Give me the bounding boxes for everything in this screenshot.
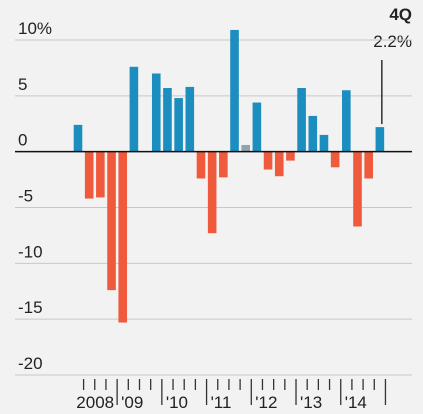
x-year-label: '10	[166, 393, 188, 412]
x-year-label: '09	[121, 393, 143, 412]
bar	[353, 151, 362, 227]
bar	[84, 151, 94, 199]
bar	[230, 29, 239, 152]
bar	[174, 98, 183, 152]
x-year-label: '12	[255, 393, 277, 412]
bar	[375, 127, 385, 152]
annotation-text: 2.2%	[373, 32, 412, 51]
bar	[330, 151, 340, 168]
bar	[319, 134, 329, 152]
y-tick-label: -15	[18, 298, 43, 317]
bar	[252, 102, 262, 152]
bar	[185, 86, 195, 152]
bar	[297, 88, 306, 152]
bar	[308, 115, 318, 152]
bar	[163, 88, 172, 152]
bar	[207, 151, 217, 234]
bar	[107, 151, 116, 291]
bar	[219, 151, 228, 178]
y-tick-label: 5	[18, 75, 27, 94]
bar	[151, 73, 161, 152]
x-year-label: '13	[300, 393, 322, 412]
bar	[263, 151, 273, 170]
bar	[241, 144, 250, 152]
bar	[196, 151, 206, 179]
x-year-label: '11	[211, 393, 232, 412]
y-tick-label: 0	[18, 131, 27, 150]
bar	[364, 151, 373, 179]
bar	[129, 66, 139, 152]
bar	[73, 124, 83, 152]
y-tick-label: -5	[18, 187, 33, 206]
x-year-label: 2008	[76, 393, 114, 412]
y-tick-label: 10%	[18, 19, 52, 38]
bar	[286, 151, 295, 161]
y-tick-label: -10	[18, 242, 43, 261]
x-year-label: '14	[345, 393, 367, 412]
bar	[96, 151, 105, 198]
bar	[118, 151, 128, 323]
bar	[342, 90, 351, 152]
annotation-title: 4Q	[389, 5, 412, 24]
bar	[274, 151, 284, 177]
y-tick-label: -20	[18, 354, 43, 373]
